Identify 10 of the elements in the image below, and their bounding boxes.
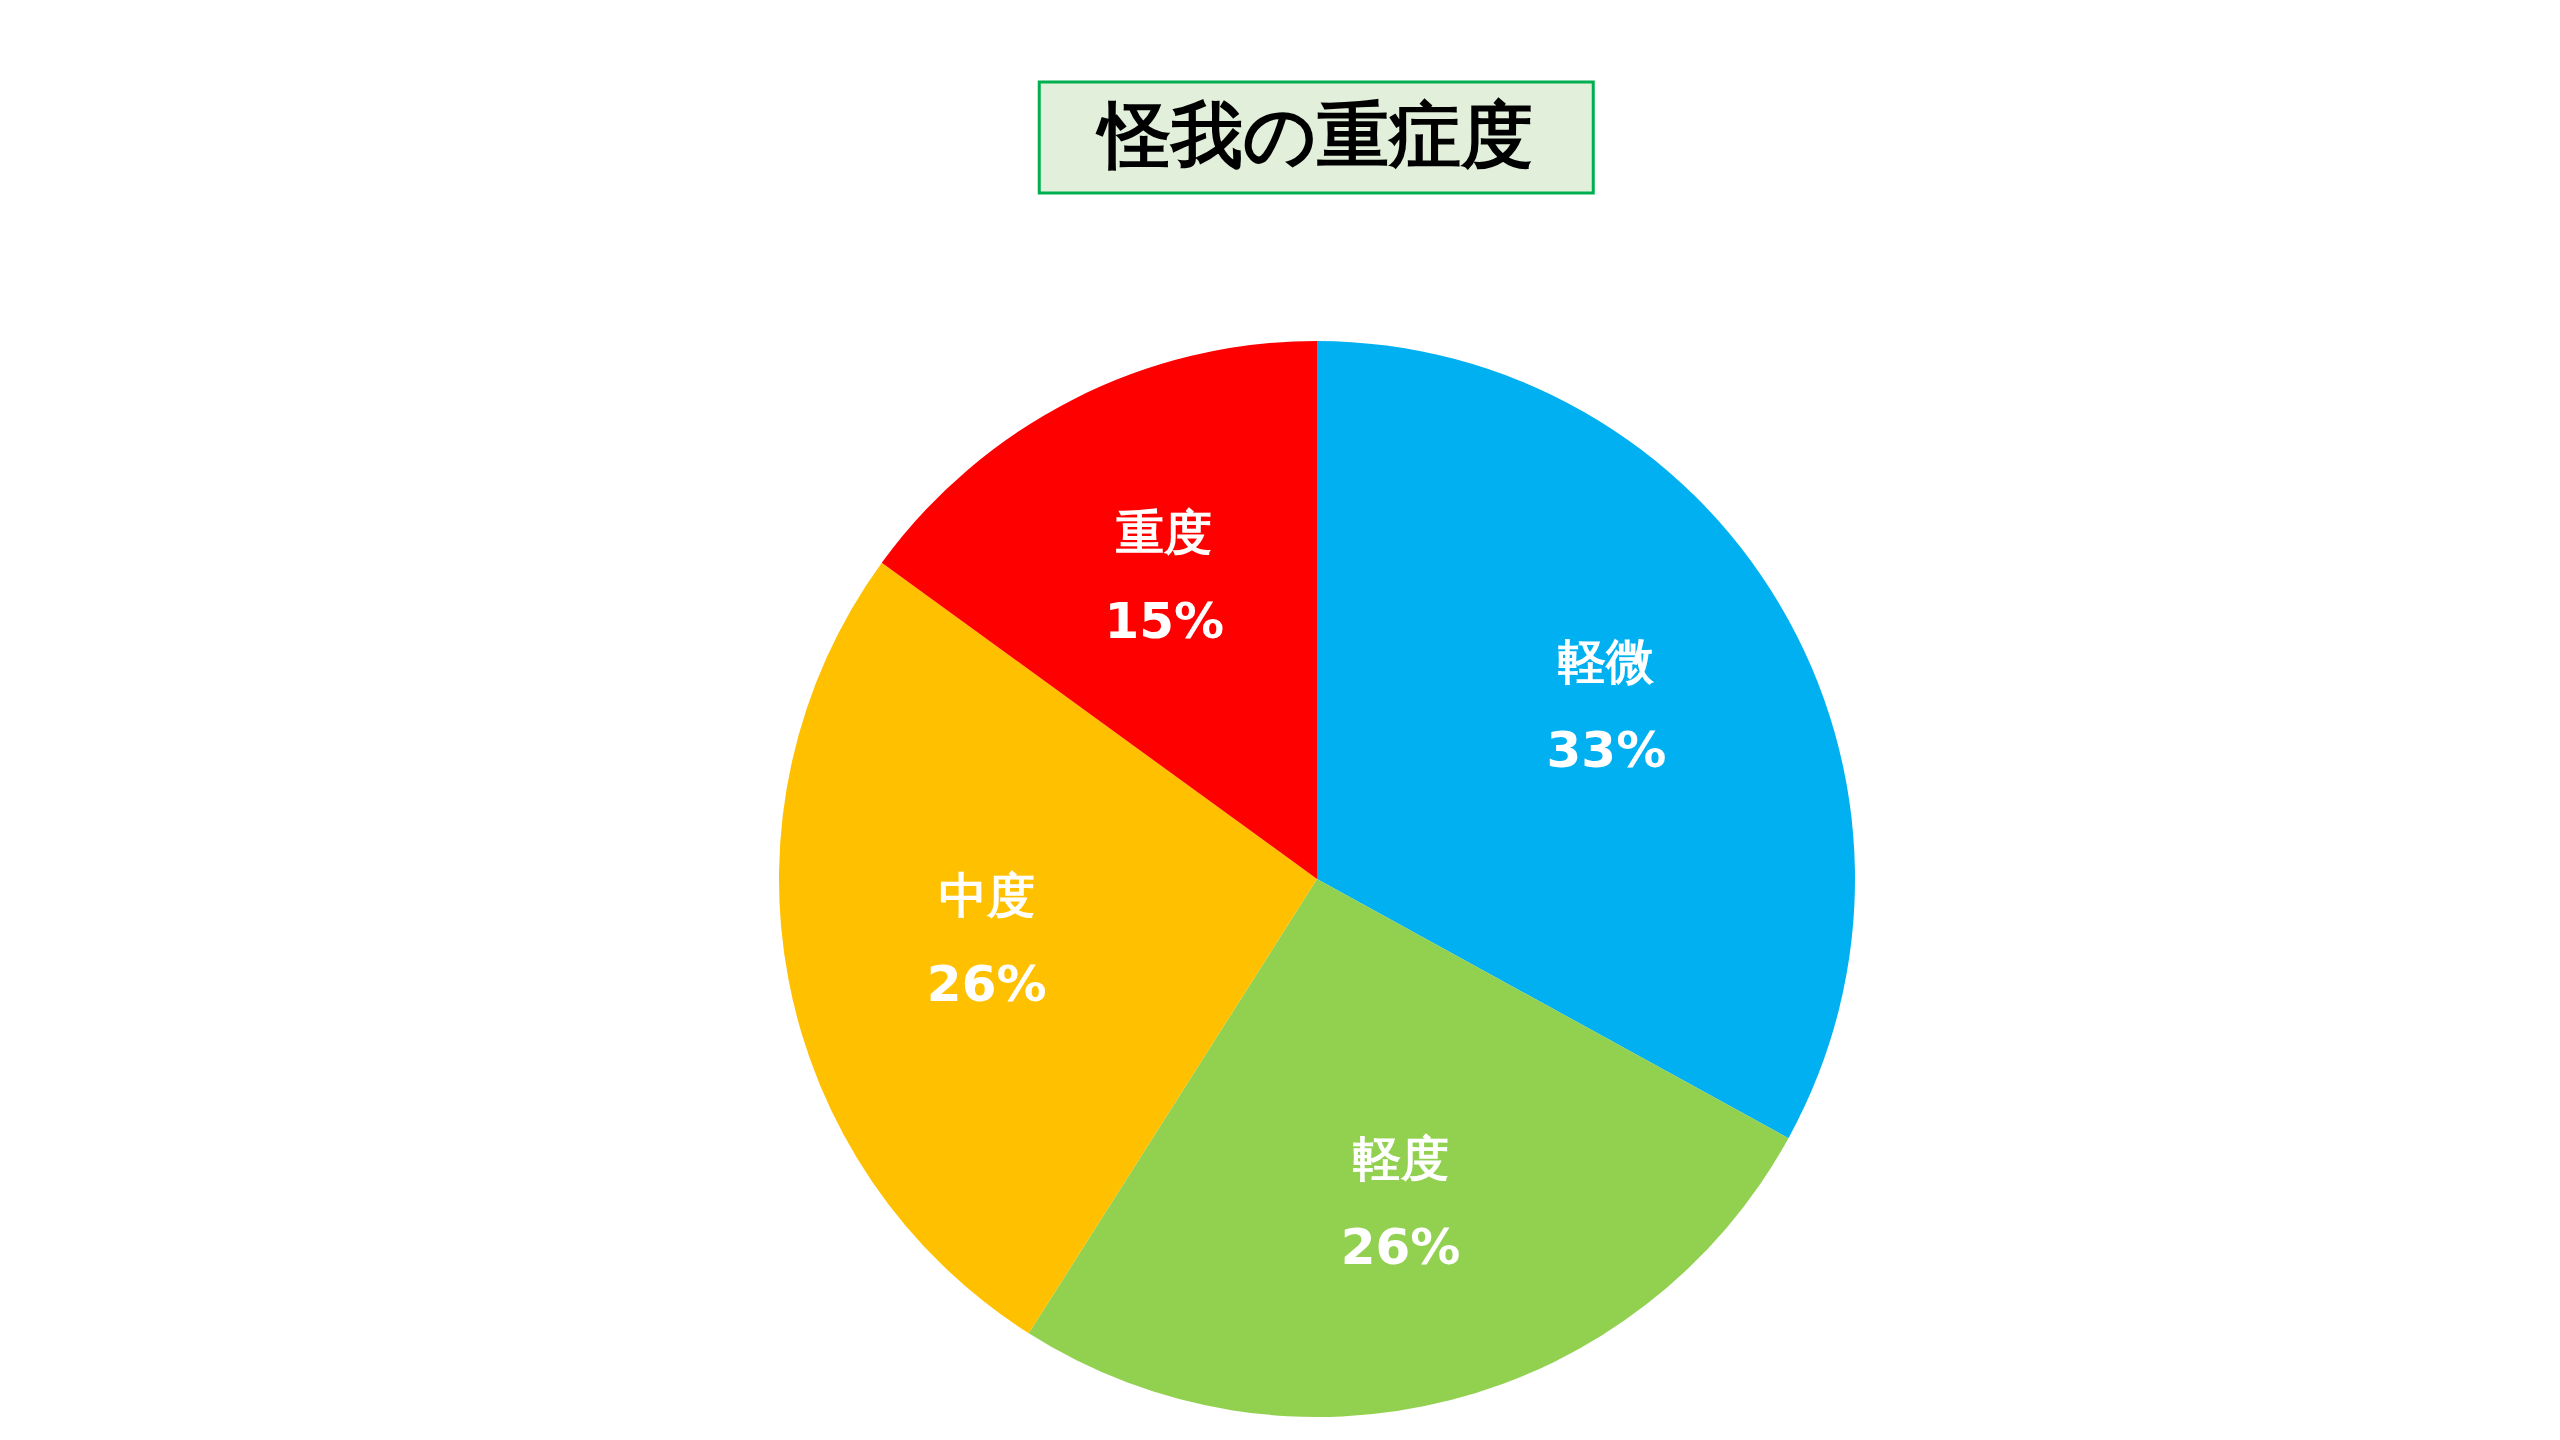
pie-slice xyxy=(779,562,1317,1334)
data-label: 26% xyxy=(1340,1217,1461,1276)
slice-label: 軽微 xyxy=(1558,632,1656,689)
data-label: 33% xyxy=(1546,720,1667,779)
chart-title: 怪我の重症度 xyxy=(1095,92,1534,177)
slice-label: 重度 xyxy=(1116,504,1213,561)
slice-label: 中度 xyxy=(938,867,1035,924)
data-label: 15% xyxy=(1104,592,1225,651)
data-label: 26% xyxy=(926,955,1047,1014)
slice-label: 軽度 xyxy=(1352,1129,1449,1186)
